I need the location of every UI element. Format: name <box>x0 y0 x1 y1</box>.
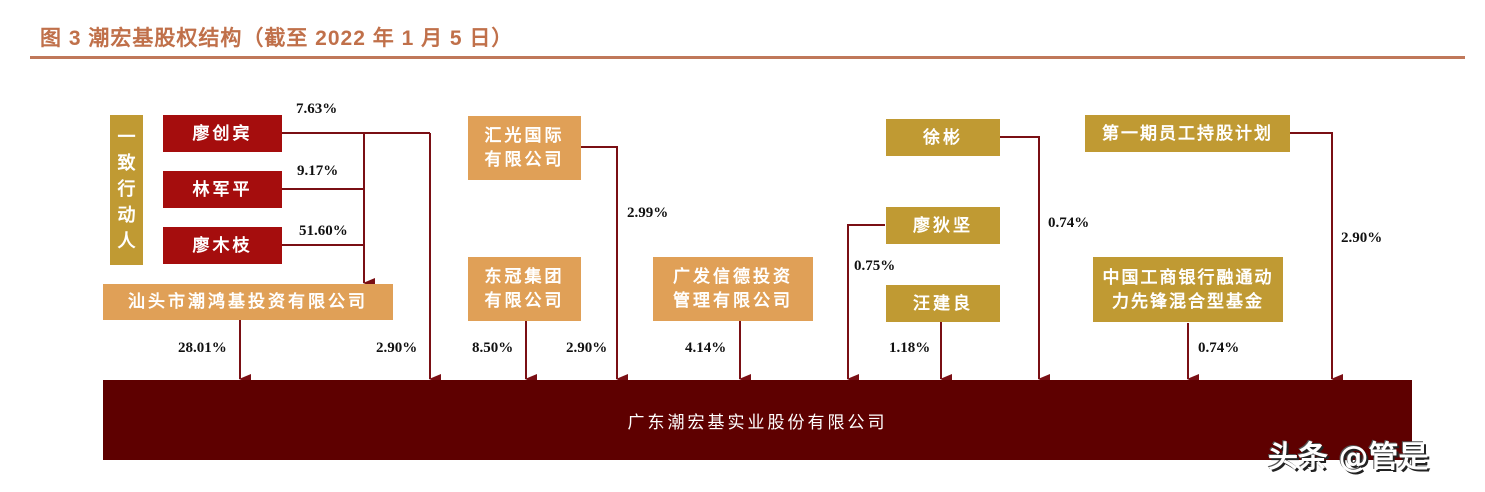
pct-xu-bin: 0.74% <box>1048 215 1090 231</box>
box-line: 广发信德投资 <box>673 267 793 287</box>
pct-dongguan: 8.50% <box>472 340 514 356</box>
holder-xu-bin: 徐彬 <box>886 119 1000 156</box>
box-line: 汇光国际 <box>484 126 565 146</box>
pct-huiguang-lower: 2.90% <box>566 340 608 356</box>
holder-liao-dijian: 廖狄坚 <box>886 207 1000 244</box>
holder-dongguan-group: 东冠集团 有限公司 <box>468 257 581 321</box>
holder-gf-xinde: 广发信德投资 管理有限公司 <box>653 257 813 321</box>
box-line: 力先锋混合型基金 <box>1112 291 1264 312</box>
holder-liao-chuangbin: 廖创宾 <box>163 115 282 152</box>
label-char: 人 <box>117 231 136 252</box>
box-line: 中国工商银行融通动 <box>1102 267 1274 288</box>
holder-wang-jianliang: 汪建良 <box>886 285 1000 322</box>
pct-esop: 2.90% <box>1341 230 1383 246</box>
pct-lin-junping: 9.17% <box>297 163 339 179</box>
target-company-bar: 广东潮宏基实业股份有限公司 <box>103 380 1412 460</box>
label-char: 致 <box>117 153 136 174</box>
label-char: 一 <box>117 127 136 148</box>
concert-group-label: 一 致 行 动 人 <box>110 115 143 265</box>
holder-liao-muzhi: 廖木枝 <box>163 227 282 264</box>
box-line: 有限公司 <box>484 150 565 170</box>
watermark: 头条 @管是 <box>1268 440 1429 475</box>
pct-huiguang-upper: 2.99% <box>627 205 669 221</box>
box-line: 东冠集团 <box>484 267 565 287</box>
title-underline <box>30 56 1465 59</box>
pct-shantou: 28.01% <box>178 340 227 356</box>
label-char: 行 <box>117 179 136 200</box>
box-line: 有限公司 <box>484 291 565 311</box>
pct-liao-chuangbin: 7.63% <box>296 101 338 117</box>
pct-liao-dijian: 0.75% <box>854 258 896 274</box>
holder-icbc-fund: 中国工商银行融通动 力先锋混合型基金 <box>1093 257 1283 322</box>
holder-huiguang-intl: 汇光国际 有限公司 <box>468 116 581 180</box>
pct-wang-jianliang: 1.18% <box>889 340 931 356</box>
pct-gfxd: 4.14% <box>685 340 727 356</box>
pct-icbc-fund: 0.74% <box>1198 340 1240 356</box>
pct-liao-direct: 2.90% <box>376 340 418 356</box>
figure-title: 图 3 潮宏基股权结构（截至 2022 年 1 月 5 日） <box>40 27 514 50</box>
holder-esop-phase1: 第一期员工持股计划 <box>1085 115 1290 152</box>
pct-liao-muzhi: 51.60% <box>299 223 348 239</box>
label-char: 动 <box>117 205 136 226</box>
holder-shantou-chaohongji: 汕头市潮鸿基投资有限公司 <box>103 284 393 320</box>
holder-lin-junping: 林军平 <box>163 171 282 208</box>
target-company-name: 广东潮宏基实业股份有限公司 <box>627 412 888 433</box>
box-line: 管理有限公司 <box>673 291 793 311</box>
